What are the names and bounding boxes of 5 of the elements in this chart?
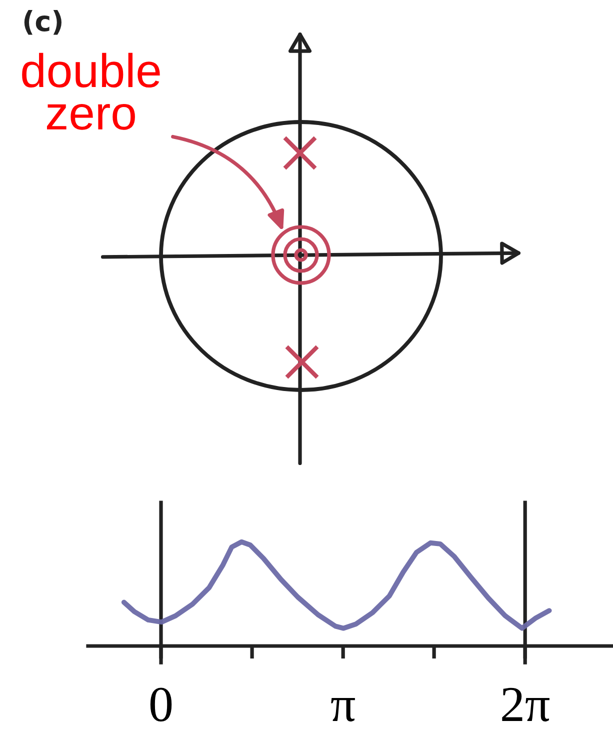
x-tick-label: π bbox=[331, 698, 355, 722]
text: (c) bbox=[24, 10, 62, 35]
x-tick-label: 0 bbox=[150, 688, 172, 722]
text: double zero bbox=[22, 52, 160, 130]
x-tick-label: 2π bbox=[502, 688, 550, 722]
